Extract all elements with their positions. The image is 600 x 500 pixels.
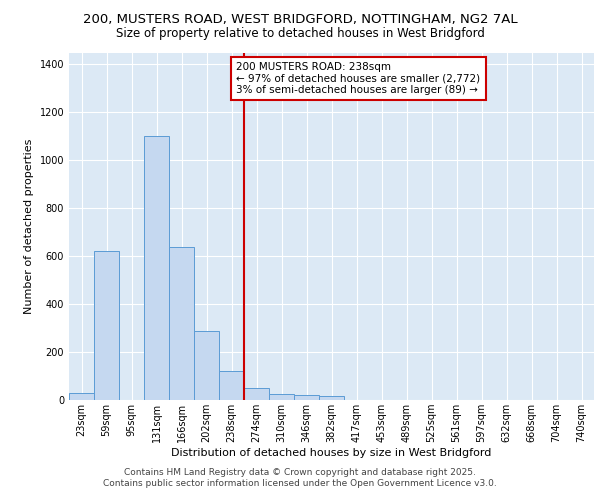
Bar <box>244 388 269 400</box>
Text: 200, MUSTERS ROAD, WEST BRIDGFORD, NOTTINGHAM, NG2 7AL: 200, MUSTERS ROAD, WEST BRIDGFORD, NOTTI… <box>83 12 517 26</box>
Bar <box>194 330 219 400</box>
Text: 200 MUSTERS ROAD: 238sqm
← 97% of detached houses are smaller (2,772)
3% of semi: 200 MUSTERS ROAD: 238sqm ← 97% of detach… <box>236 62 481 96</box>
Bar <box>269 394 294 400</box>
Bar <box>94 252 119 400</box>
Bar <box>219 371 244 400</box>
X-axis label: Distribution of detached houses by size in West Bridgford: Distribution of detached houses by size … <box>172 448 491 458</box>
Y-axis label: Number of detached properties: Number of detached properties <box>24 138 34 314</box>
Text: Contains HM Land Registry data © Crown copyright and database right 2025.
Contai: Contains HM Land Registry data © Crown c… <box>103 468 497 487</box>
Bar <box>319 396 344 400</box>
Bar <box>169 246 194 400</box>
Bar <box>69 393 94 400</box>
Bar <box>144 136 169 400</box>
Bar <box>294 395 319 400</box>
Text: Size of property relative to detached houses in West Bridgford: Size of property relative to detached ho… <box>116 28 484 40</box>
